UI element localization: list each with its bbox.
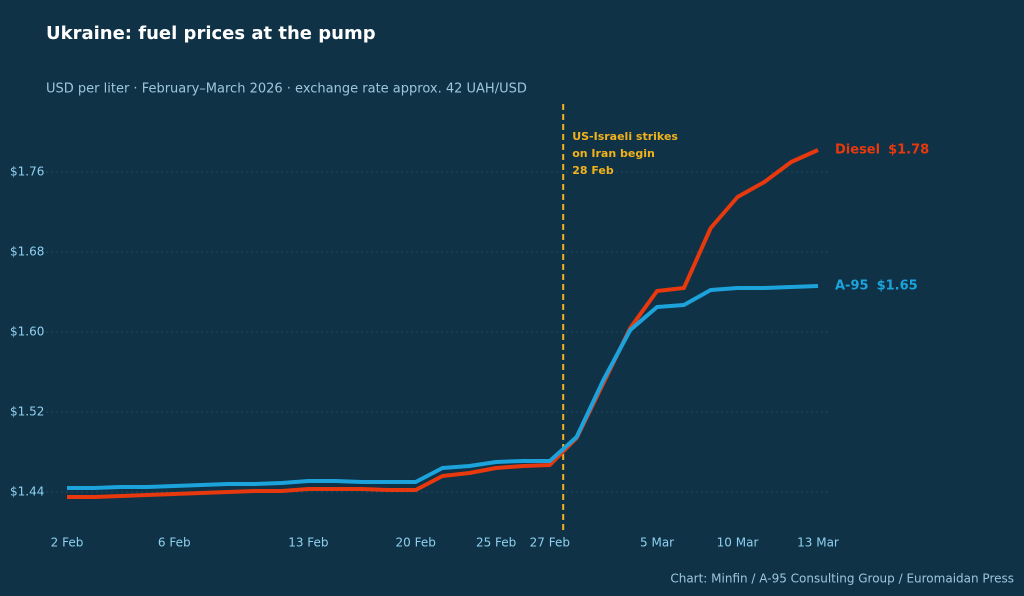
value-label: $1.65	[877, 279, 918, 294]
x-tick-label: 13 Feb	[288, 536, 328, 550]
y-tick-label: $1.52	[10, 405, 44, 419]
series-line	[67, 284, 819, 490]
chart-subtitle: USD per liter · February–March 2026 · ex…	[46, 82, 527, 97]
source: Chart: Minfin / A-95 Consulting Group / …	[670, 572, 1014, 586]
y-tick-label: $1.44	[10, 485, 44, 499]
annotation-line: US-Israeli strikes	[572, 130, 678, 143]
annotation-line: on Iran begin	[572, 147, 655, 160]
x-tick-label: 25 Feb	[476, 536, 516, 550]
x-tick-label: 13 Mar	[797, 536, 839, 550]
legend-label: Diesel	[835, 143, 880, 158]
y-tick-label: $1.60	[10, 325, 44, 339]
x-tick-label: 6 Feb	[158, 536, 191, 550]
series-line	[67, 148, 819, 499]
annotation: US-Israeli strikes on Iran begin 28 Feb	[572, 130, 678, 177]
x-tick-label: 27 Feb	[530, 536, 570, 550]
x-tick-label: 5 Mar	[640, 536, 674, 550]
x-tick-label: 20 Feb	[396, 536, 436, 550]
value-label: $1.78	[888, 143, 929, 158]
y-tick-label: $1.68	[10, 245, 44, 259]
chart-title: Ukraine: fuel prices at the pump	[46, 23, 376, 44]
annotation-line: 28 Feb	[572, 164, 614, 177]
x-tick-label: 2 Feb	[51, 536, 84, 550]
y-tick-label: $1.76	[10, 165, 44, 179]
x-tick-label: 10 Mar	[717, 536, 759, 550]
legend-label: A-95	[835, 279, 869, 294]
